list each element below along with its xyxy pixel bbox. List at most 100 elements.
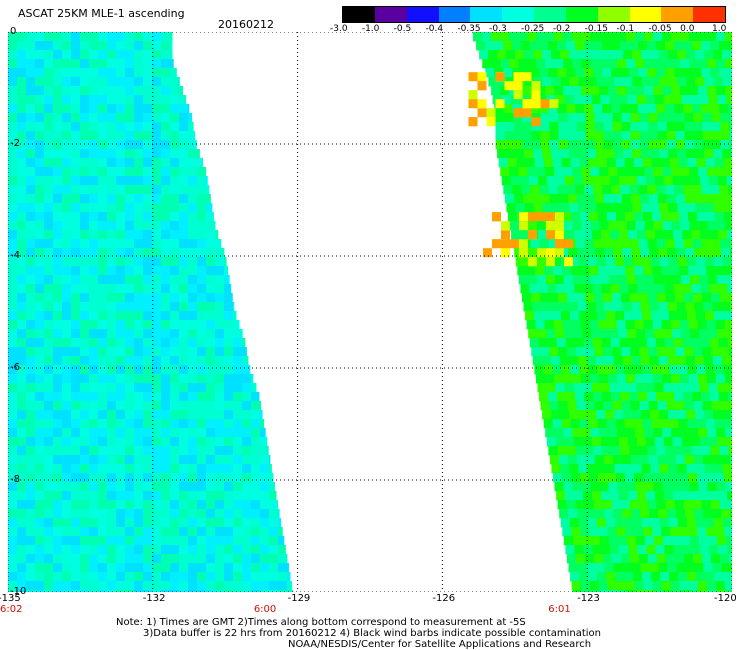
data-cell: [44, 176, 54, 186]
data-cell: [680, 221, 690, 231]
data-cell: [26, 320, 36, 330]
data-cell: [620, 104, 630, 114]
data-cell: [707, 86, 717, 96]
data-cell: [541, 356, 552, 366]
data-cell: [680, 275, 691, 285]
data-cell: [615, 311, 625, 321]
data-cell: [642, 419, 653, 429]
data-cell: [134, 536, 144, 546]
data-cell: [613, 302, 623, 312]
data-cell: [720, 401, 730, 411]
data-cell: [579, 212, 590, 222]
data-cell: [26, 401, 36, 411]
data-cell: [709, 230, 719, 240]
data-cell: [635, 59, 645, 69]
hotspot-cell: [504, 81, 514, 91]
data-cell: [53, 59, 63, 69]
data-cell: [98, 257, 108, 267]
data-cell: [197, 545, 207, 555]
data-cell: [562, 527, 572, 537]
data-cell: [44, 482, 54, 492]
data-cell: [53, 374, 63, 384]
data-cell: [35, 500, 45, 510]
data-cell: [143, 455, 153, 465]
data-cell: [170, 437, 180, 447]
data-cell: [116, 410, 126, 420]
data-cell: [719, 239, 730, 249]
data-cell: [233, 329, 243, 339]
data-cell: [509, 167, 519, 177]
data-cell: [616, 266, 626, 276]
data-cell: [711, 347, 721, 357]
data-cell: [718, 230, 728, 240]
data-cell: [134, 320, 144, 330]
data-cell: [656, 446, 666, 456]
data-cell: [17, 374, 27, 384]
data-cell: [107, 293, 117, 303]
data-cell: [651, 212, 662, 222]
data-cell: [603, 347, 613, 357]
data-cell: [8, 212, 18, 222]
data-cell: [206, 500, 216, 510]
data-cell: [143, 356, 153, 366]
data-cell: [179, 446, 189, 456]
data-cell: [80, 446, 90, 456]
data-cell: [546, 329, 556, 339]
data-cell: [607, 266, 617, 276]
data-cell: [652, 32, 663, 42]
data-cell: [260, 473, 270, 483]
data-cell: [53, 482, 63, 492]
data-cell: [611, 41, 621, 51]
data-cell: [625, 581, 635, 591]
data-cell: [233, 500, 243, 510]
data-cell: [35, 392, 45, 402]
data-cell: [711, 455, 722, 465]
longitude-label: -135: [0, 593, 21, 604]
data-cell: [251, 581, 261, 591]
data-cell: [8, 95, 18, 105]
data-cell: [616, 374, 627, 384]
data-cell: [80, 194, 90, 204]
data-cell: [699, 383, 709, 393]
data-cell: [576, 347, 586, 357]
data-cell: [694, 509, 704, 519]
data-cell: [98, 131, 108, 141]
data-cell: [251, 590, 261, 592]
hotspot-cell: [495, 99, 505, 109]
data-cell: [539, 185, 549, 195]
data-cell: [585, 140, 595, 150]
data-cell: [206, 392, 216, 402]
data-cell: [599, 275, 610, 285]
data-cell: [520, 230, 530, 240]
data-cell: [44, 230, 54, 240]
data-cell: [649, 248, 659, 258]
data-cell: [577, 563, 587, 573]
data-cell: [669, 365, 679, 375]
data-cell: [179, 401, 189, 411]
data-cell: [581, 590, 592, 592]
data-cell: [107, 68, 117, 78]
data-cell: [44, 284, 54, 294]
data-cell: [728, 392, 732, 402]
data-cell: [170, 257, 180, 267]
data-cell: [215, 320, 225, 330]
data-cell: [98, 383, 108, 393]
data-cell: [242, 500, 252, 510]
data-cell: [269, 473, 274, 483]
data-cell: [683, 554, 694, 564]
data-cell: [53, 41, 63, 51]
data-cell: [197, 410, 207, 420]
data-cell: [278, 536, 285, 546]
data-cell: [563, 167, 573, 177]
data-cell: [683, 68, 693, 78]
data-cell: [600, 176, 611, 186]
data-cell: [44, 527, 54, 537]
data-cell: [62, 473, 72, 483]
data-cell: [707, 59, 717, 69]
data-cell: [513, 131, 523, 141]
data-cell: [687, 572, 697, 582]
data-cell: [561, 473, 572, 483]
data-cell: [645, 95, 656, 105]
data-cell: [71, 50, 81, 60]
data-cell: [727, 230, 732, 240]
